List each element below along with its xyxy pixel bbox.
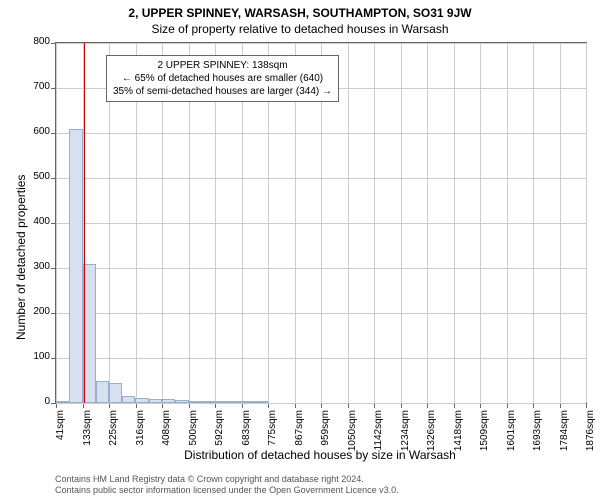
tick-x [215, 404, 216, 408]
tick-x [136, 404, 137, 408]
x-tick-label: 867sqm [294, 410, 305, 454]
gridline-v [427, 43, 428, 403]
info-line-1: 2 UPPER SPINNEY: 138sqm [113, 59, 332, 72]
tick-y [51, 178, 55, 179]
tick-y [51, 88, 55, 89]
gridline-v [507, 43, 508, 403]
histogram-bar [228, 401, 241, 403]
tick-x [268, 404, 269, 408]
gridline-v [533, 43, 534, 403]
y-tick-label: 500 [20, 171, 50, 182]
tick-x [427, 404, 428, 408]
page-subtitle: Size of property relative to detached ho… [0, 20, 600, 36]
y-tick-label: 700 [20, 81, 50, 92]
histogram-bar [255, 401, 268, 403]
tick-x [401, 404, 402, 408]
x-tick-label: 1142sqm [373, 410, 384, 454]
y-tick-label: 300 [20, 261, 50, 272]
y-tick-label: 400 [20, 216, 50, 227]
tick-x [560, 404, 561, 408]
tick-x [507, 404, 508, 408]
histogram-bar [175, 400, 188, 403]
x-tick-label: 408sqm [161, 410, 172, 454]
x-tick-label: 41sqm [55, 410, 66, 454]
x-tick-label: 1693sqm [532, 410, 543, 454]
tick-x [162, 404, 163, 408]
tick-x [109, 404, 110, 408]
x-tick-label: 1509sqm [479, 410, 490, 454]
plot-area: 2 UPPER SPINNEY: 138sqm← 65% of detached… [55, 42, 587, 404]
footer-line-2: Contains public sector information licen… [55, 485, 399, 496]
y-tick-label: 100 [20, 351, 50, 362]
y-tick-label: 200 [20, 306, 50, 317]
page-title: 2, UPPER SPINNEY, WARSASH, SOUTHAMPTON, … [0, 0, 600, 20]
histogram-bar [69, 129, 82, 404]
tick-x [295, 404, 296, 408]
y-tick-label: 0 [20, 396, 50, 407]
footer: Contains HM Land Registry data © Crown c… [55, 474, 399, 496]
x-tick-label: 1234sqm [400, 410, 411, 454]
info-line-2: ← 65% of detached houses are smaller (64… [113, 72, 332, 85]
histogram-bar [241, 401, 254, 403]
gridline-v [586, 43, 587, 403]
tick-y [51, 403, 55, 404]
footer-line-1: Contains HM Land Registry data © Crown c… [55, 474, 399, 485]
tick-y [51, 223, 55, 224]
x-tick-label: 1784sqm [559, 410, 570, 454]
tick-y [51, 133, 55, 134]
tick-y [51, 268, 55, 269]
x-tick-label: 775sqm [267, 410, 278, 454]
histogram-bar [202, 401, 215, 403]
y-tick-label: 800 [20, 36, 50, 47]
y-tick-label: 600 [20, 126, 50, 137]
x-tick-label: 1601sqm [506, 410, 517, 454]
tick-x [189, 404, 190, 408]
x-tick-label: 959sqm [320, 410, 331, 454]
x-tick-label: 1876sqm [585, 410, 596, 454]
histogram-bar [56, 401, 69, 403]
x-tick-label: 133sqm [82, 410, 93, 454]
x-tick-label: 1418sqm [453, 410, 464, 454]
tick-x [83, 404, 84, 408]
histogram-bar [215, 401, 228, 403]
tick-x [56, 404, 57, 408]
chart-container: 2, UPPER SPINNEY, WARSASH, SOUTHAMPTON, … [0, 0, 600, 500]
histogram-bar [149, 399, 162, 403]
gridline-v [374, 43, 375, 403]
tick-x [586, 404, 587, 408]
tick-x [242, 404, 243, 408]
tick-x [480, 404, 481, 408]
tick-y [51, 313, 55, 314]
info-box: 2 UPPER SPINNEY: 138sqm← 65% of detached… [106, 55, 339, 102]
histogram-bar [122, 396, 135, 403]
histogram-bar [109, 383, 122, 403]
x-tick-label: 225sqm [108, 410, 119, 454]
property-marker-line [84, 43, 85, 403]
histogram-bar [189, 401, 202, 403]
gridline-v [560, 43, 561, 403]
histogram-bar [96, 381, 109, 404]
tick-x [348, 404, 349, 408]
x-tick-label: 500sqm [188, 410, 199, 454]
tick-x [454, 404, 455, 408]
histogram-bar [162, 399, 175, 403]
info-line-3: 35% of semi-detached houses are larger (… [113, 85, 332, 98]
x-tick-label: 1050sqm [347, 410, 358, 454]
gridline-v [454, 43, 455, 403]
x-tick-label: 683sqm [241, 410, 252, 454]
tick-x [321, 404, 322, 408]
gridline-v [348, 43, 349, 403]
x-tick-label: 1326sqm [426, 410, 437, 454]
tick-x [533, 404, 534, 408]
x-tick-label: 592sqm [214, 410, 225, 454]
tick-y [51, 43, 55, 44]
tick-y [51, 358, 55, 359]
gridline-v [480, 43, 481, 403]
gridline-v [401, 43, 402, 403]
tick-x [374, 404, 375, 408]
gridline-v [56, 43, 57, 403]
x-tick-label: 316sqm [135, 410, 146, 454]
histogram-bar [135, 398, 148, 403]
